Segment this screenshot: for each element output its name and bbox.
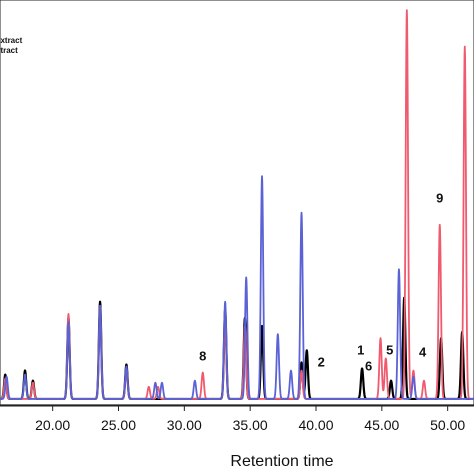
peak-label: 1	[357, 342, 364, 357]
peak-label: 4	[419, 344, 427, 359]
x-tick-label: 35.00	[233, 417, 268, 433]
x-tick-label: 40.00	[298, 417, 333, 433]
x-ticks: 20.00 25.00 30.00 35.00 40.00 45.00 50.00	[35, 405, 465, 433]
x-tick-label: 45.00	[364, 417, 399, 433]
peak-label: 5	[386, 342, 393, 357]
legend-entry-2: xtract	[0, 46, 18, 55]
peak-label: 6	[365, 359, 372, 374]
peak-label: 2	[318, 355, 325, 370]
peak-label: 8	[199, 348, 206, 363]
series-line-3	[0, 175, 474, 400]
x-axis-label: Retention time	[230, 453, 333, 470]
legend-entry-1: extract	[0, 36, 23, 45]
x-tick-label: 30.00	[167, 417, 202, 433]
x-tick-label: 20.00	[35, 417, 70, 433]
x-tick-label: 50.00	[430, 417, 465, 433]
plot-frame	[0, 0, 474, 407]
traces	[0, 9, 474, 401]
x-tick-label: 25.00	[101, 417, 136, 433]
peak-annotations: 8 2 165 4 9	[199, 191, 443, 374]
peak-label: 9	[436, 191, 443, 206]
legend: extract xtract	[0, 36, 23, 55]
